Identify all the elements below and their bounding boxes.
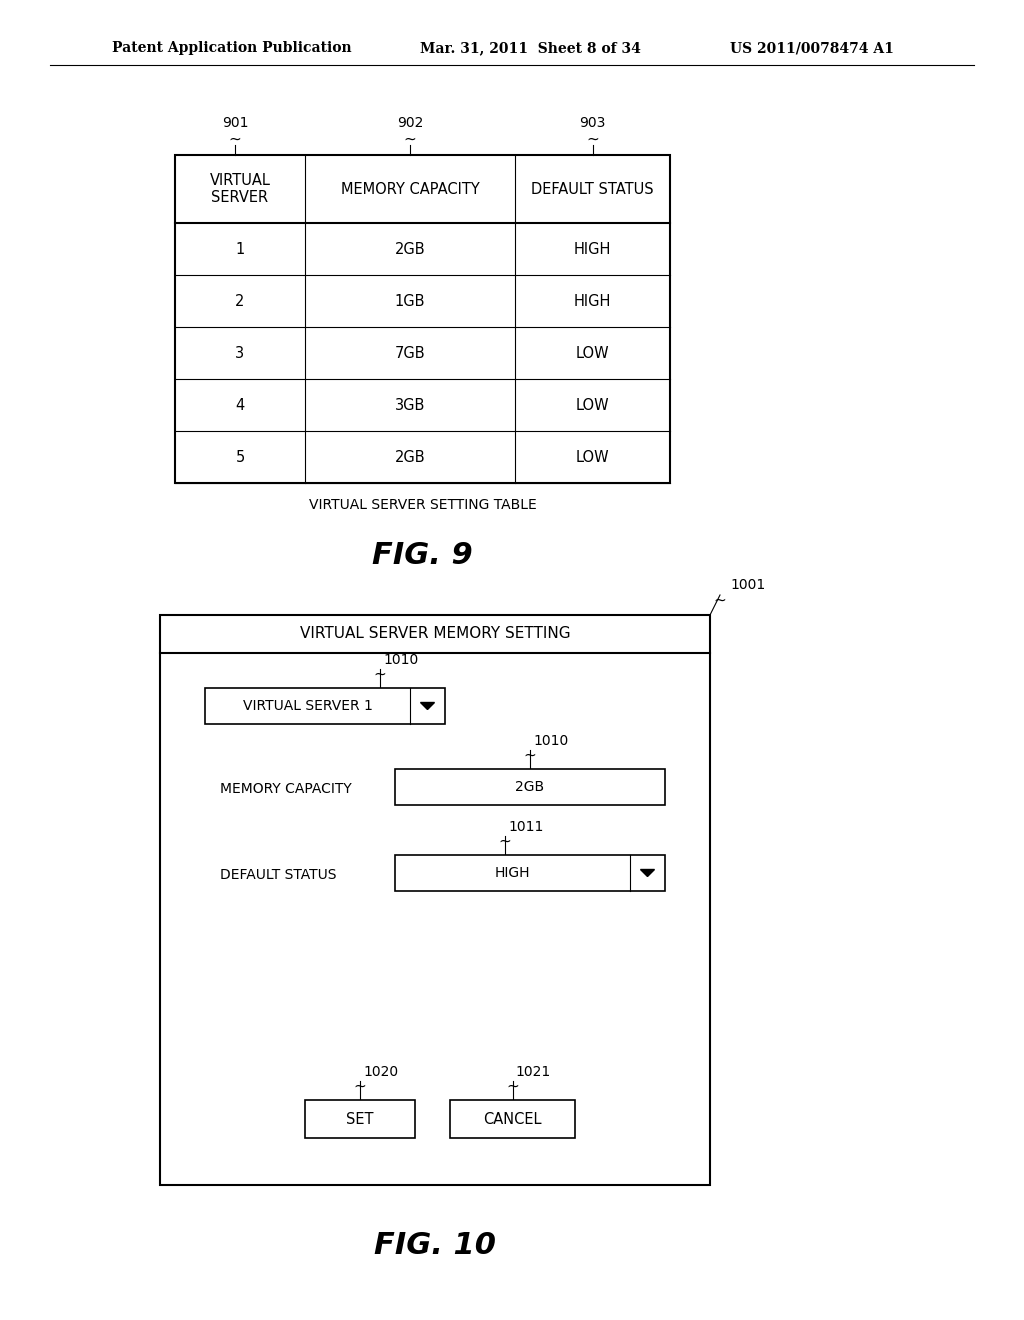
Text: FIG. 9: FIG. 9 [372, 540, 473, 569]
Text: ~: ~ [499, 833, 511, 849]
Text: ~: ~ [714, 593, 726, 607]
Text: 1020: 1020 [362, 1065, 398, 1078]
Text: MEMORY CAPACITY: MEMORY CAPACITY [341, 181, 479, 197]
Text: ~: ~ [506, 1078, 519, 1093]
Text: VIRTUAL
SERVER: VIRTUAL SERVER [210, 173, 270, 205]
Text: CANCEL: CANCEL [483, 1111, 542, 1126]
Text: HIGH: HIGH [573, 242, 611, 256]
Text: 1011: 1011 [508, 820, 544, 834]
Text: 7GB: 7GB [394, 346, 425, 360]
Text: DEFAULT STATUS: DEFAULT STATUS [531, 181, 653, 197]
Text: 901: 901 [222, 116, 248, 129]
Text: 1GB: 1GB [394, 293, 425, 309]
Text: 3GB: 3GB [395, 397, 425, 412]
Text: 1010: 1010 [534, 734, 568, 748]
Bar [450, 1100, 575, 1138]
Text: 903: 903 [580, 116, 605, 129]
Bar [205, 688, 445, 723]
Text: SET: SET [346, 1111, 374, 1126]
Bar [160, 615, 710, 1185]
Text: US 2011/0078474 A1: US 2011/0078474 A1 [730, 41, 894, 55]
Text: ~: ~ [403, 132, 417, 147]
Text: VIRTUAL SERVER 1: VIRTUAL SERVER 1 [243, 700, 373, 713]
Text: ~: ~ [353, 1078, 367, 1093]
Text: 2GB: 2GB [394, 450, 425, 465]
Text: LOW: LOW [575, 397, 609, 412]
Text: 1001: 1001 [730, 578, 765, 591]
Text: 902: 902 [397, 116, 423, 129]
Text: HIGH: HIGH [495, 866, 530, 880]
Text: 3: 3 [236, 346, 245, 360]
Polygon shape [640, 870, 654, 876]
Text: Patent Application Publication: Patent Application Publication [112, 41, 351, 55]
Bar [175, 154, 670, 483]
Text: LOW: LOW [575, 346, 609, 360]
Text: 2GB: 2GB [394, 242, 425, 256]
Text: VIRTUAL SERVER MEMORY SETTING: VIRTUAL SERVER MEMORY SETTING [300, 627, 570, 642]
Text: ~: ~ [374, 667, 386, 681]
Text: 4: 4 [236, 397, 245, 412]
Text: ~: ~ [523, 747, 537, 763]
Text: Mar. 31, 2011  Sheet 8 of 34: Mar. 31, 2011 Sheet 8 of 34 [420, 41, 641, 55]
Text: 1010: 1010 [383, 653, 418, 667]
Text: HIGH: HIGH [573, 293, 611, 309]
Text: 1: 1 [236, 242, 245, 256]
Text: 1021: 1021 [515, 1065, 551, 1078]
Text: 2: 2 [236, 293, 245, 309]
Text: DEFAULT STATUS: DEFAULT STATUS [220, 869, 337, 882]
Bar [305, 1100, 415, 1138]
Text: ~: ~ [586, 132, 599, 147]
Text: 5: 5 [236, 450, 245, 465]
Bar [395, 770, 665, 805]
Text: ~: ~ [228, 132, 242, 147]
Polygon shape [421, 702, 434, 710]
Text: LOW: LOW [575, 450, 609, 465]
Text: MEMORY CAPACITY: MEMORY CAPACITY [220, 781, 352, 796]
Text: FIG. 10: FIG. 10 [374, 1230, 496, 1259]
Text: 2GB: 2GB [515, 780, 545, 795]
Bar [395, 855, 665, 891]
Text: VIRTUAL SERVER SETTING TABLE: VIRTUAL SERVER SETTING TABLE [308, 498, 537, 512]
